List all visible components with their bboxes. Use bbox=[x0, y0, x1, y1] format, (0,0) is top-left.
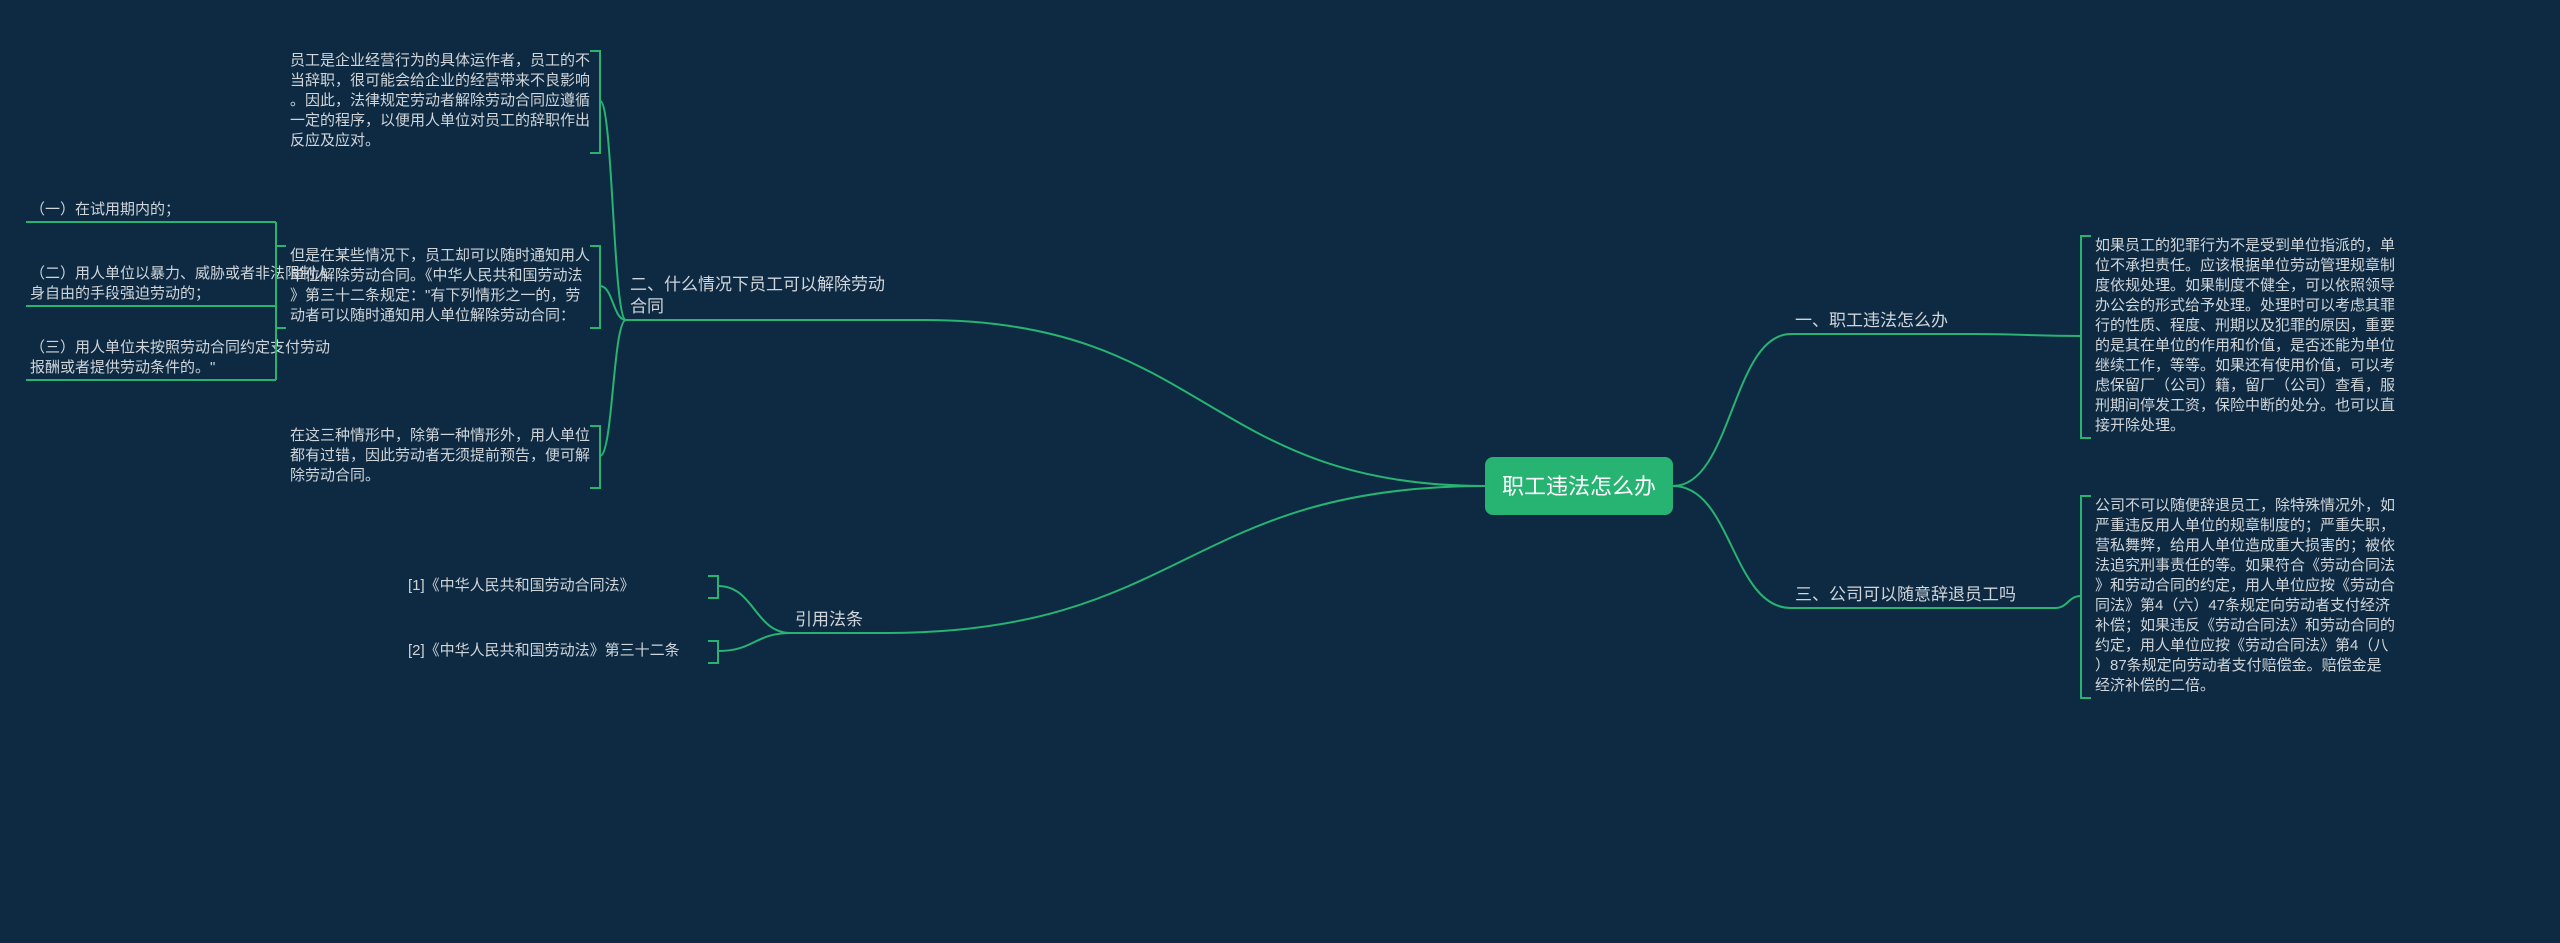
leaf: [2]《中华人民共和国劳动法》第三十二条 bbox=[408, 641, 680, 659]
branch-label: 二、什么情况下员工可以解除劳动 bbox=[630, 275, 885, 294]
subleaf-line: 报酬或者提供劳动条件的。" bbox=[30, 359, 215, 376]
leaf-line: 的是其在单位的作用和价值，是否还能为单位 bbox=[2095, 337, 2395, 354]
bracket bbox=[2081, 496, 2091, 698]
leaf-line: 行的性质、程度、刑期以及犯罪的原因，重要 bbox=[2095, 317, 2395, 334]
branch-label: 三、公司可以随意辞退员工吗 bbox=[1795, 585, 2016, 604]
leaf-line: 严重违反用人单位的规章制度的；严重失职， bbox=[2095, 516, 2395, 534]
leaf-line: 动者可以随时通知用人单位解除劳动合同： bbox=[290, 307, 575, 324]
branch-label: 合同 bbox=[630, 297, 664, 316]
connector bbox=[718, 586, 791, 633]
leaf-line: 反应及应对。 bbox=[290, 131, 380, 149]
connector bbox=[885, 486, 1485, 633]
root-label: 职工违法怎么办 bbox=[1502, 474, 1656, 499]
leaf-line: 法追究刑事责任的等。如果符合《劳动合同法 bbox=[2095, 556, 2395, 574]
leaf-line: 经济补偿的二倍。 bbox=[2095, 677, 2215, 694]
connector bbox=[2055, 596, 2081, 608]
leaf-line: [1]《中华人民共和国劳动合同法》 bbox=[408, 577, 635, 594]
leaf-line: 单位解除劳动合同。《中华人民共和国劳动法 bbox=[290, 267, 583, 284]
subleaf-line: （二）用人单位以暴力、威胁或者非法限制人 bbox=[30, 265, 330, 282]
connector bbox=[1673, 334, 1791, 486]
leaf-line: 》第三十二条规定："有下列情形之一的，劳 bbox=[290, 286, 580, 304]
leaf: 员工是企业经营行为的具体运作者，员工的不当辞职，很可能会给企业的经营带来不良影响… bbox=[290, 51, 590, 149]
leaf-line: 接开除处理。 bbox=[2095, 417, 2185, 434]
connector bbox=[925, 320, 1485, 486]
leaf-line: 一定的程序，以便用人单位对员工的辞职作出 bbox=[290, 112, 590, 129]
bracket bbox=[590, 426, 600, 488]
connector bbox=[1975, 334, 2081, 336]
leaf-line: 都有过错，因此劳动者无须提前预告，便可解 bbox=[290, 447, 590, 464]
leaf-line: 补偿；如果违反《劳动合同法》和劳动合同的 bbox=[2095, 617, 2395, 634]
leaf-line: 度依规处理。如果制度不健全，可以依照领导 bbox=[2095, 276, 2395, 294]
leaf-line: 刑期间停发工资，保险中断的处分。也可以直 bbox=[2095, 397, 2395, 414]
bracket bbox=[2081, 236, 2091, 438]
leaf-line: 。因此，法律规定劳动者解除劳动合同应遵循 bbox=[290, 91, 590, 109]
leaf: 公司不可以随便辞退员工，除特殊情况外，如严重违反用人单位的规章制度的；严重失职，… bbox=[2095, 497, 2395, 694]
bracket bbox=[708, 641, 718, 663]
subleaf-line: （一）在试用期内的； bbox=[30, 201, 180, 218]
leaf-line: 如果员工的犯罪行为不是受到单位指派的，单 bbox=[2095, 237, 2395, 254]
leaf-line: 除劳动合同。 bbox=[290, 467, 380, 484]
leaf-line: 但是在某些情况下，员工却可以随时通知用人 bbox=[290, 247, 590, 264]
leaf-line: 公司不可以随便辞退员工，除特殊情况外，如 bbox=[2095, 497, 2395, 514]
bracket bbox=[708, 576, 718, 598]
bracket bbox=[590, 246, 600, 328]
leaf-line: 位不承担责任。应该根据单位劳动管理规章制 bbox=[2095, 256, 2395, 274]
leaf-line: 继续工作，等等。如果还有使用价值，可以考 bbox=[2095, 356, 2395, 374]
subleaf-line: 身自由的手段强迫劳动的； bbox=[30, 285, 210, 302]
leaf-line: 在这三种情形中，除第一种情形外，用人单位 bbox=[290, 426, 590, 444]
leaf-line: 同法》第4（六）47条规定向劳动者支付经济 bbox=[2095, 596, 2390, 614]
branch-label: 一、职工违法怎么办 bbox=[1795, 311, 1948, 330]
leaf-line: 营私舞弊，给用人单位造成重大损害的；被依 bbox=[2095, 537, 2395, 554]
connector bbox=[600, 320, 626, 456]
leaf: 在这三种情形中，除第一种情形外，用人单位都有过错，因此劳动者无须提前预告，便可解… bbox=[290, 426, 590, 484]
bracket bbox=[276, 246, 286, 328]
leaf-line: 》和劳动合同的约定，用人单位应按《劳动合 bbox=[2095, 576, 2395, 594]
subleaf-line: （三）用人单位未按照劳动合同约定支付劳动 bbox=[30, 339, 330, 356]
leaf: 但是在某些情况下，员工却可以随时通知用人单位解除劳动合同。《中华人民共和国劳动法… bbox=[290, 247, 590, 324]
leaf-line: 虑保留厂（公司）籍，留厂（公司）查看，服 bbox=[2095, 377, 2395, 394]
subleaf: （一）在试用期内的； bbox=[30, 201, 180, 218]
leaf-line: 办公会的形式给予处理。处理时可以考虑其罪 bbox=[2095, 297, 2395, 314]
connector bbox=[718, 633, 791, 651]
leaf: 如果员工的犯罪行为不是受到单位指派的，单位不承担责任。应该根据单位劳动管理规章制… bbox=[2095, 237, 2395, 434]
leaf-line: 约定，用人单位应按《劳动合同法》第4（八 bbox=[2095, 636, 2388, 654]
subleaf: （二）用人单位以暴力、威胁或者非法限制人身自由的手段强迫劳动的； bbox=[30, 265, 330, 302]
leaf-line: [2]《中华人民共和国劳动法》第三十二条 bbox=[408, 641, 680, 659]
subleaf: （三）用人单位未按照劳动合同约定支付劳动报酬或者提供劳动条件的。" bbox=[30, 339, 330, 376]
mindmap-canvas: 职工违法怎么办 一、职工违法怎么办 如果员工的犯罪行为不是受到单位指派的，单位不承担… bbox=[0, 0, 2560, 943]
bracket bbox=[590, 51, 600, 153]
leaf: [1]《中华人民共和国劳动合同法》 bbox=[408, 577, 635, 594]
leaf-line: 当辞职，很可能会给企业的经营带来不良影响 bbox=[290, 71, 590, 89]
branch-label: 引用法条 bbox=[795, 610, 863, 629]
connector bbox=[1673, 486, 1791, 608]
leaf-line: ）87条规定向劳动者支付赔偿金。赔偿金是 bbox=[2095, 657, 2382, 674]
leaf-line: 员工是企业经营行为的具体运作者，员工的不 bbox=[290, 51, 590, 69]
